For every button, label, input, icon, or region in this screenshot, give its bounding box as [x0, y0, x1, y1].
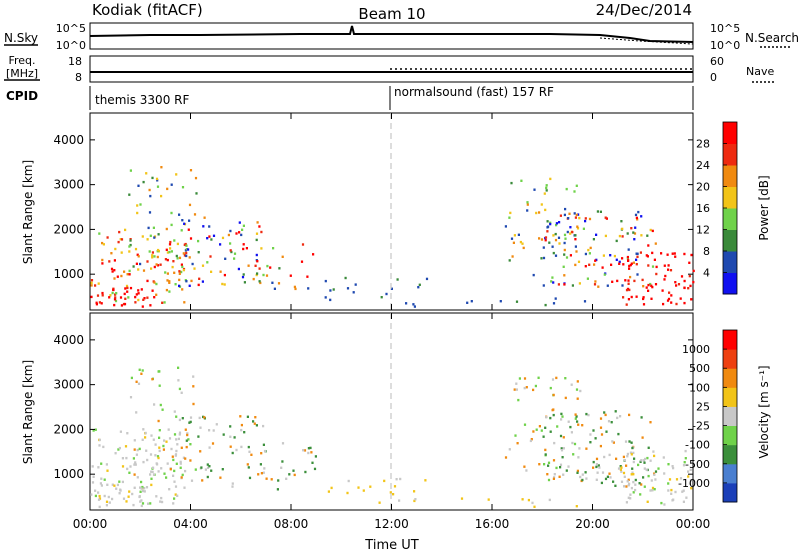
colorbar-tick-label: 24: [696, 159, 710, 172]
power-y-ticks: 1000 2000 3000 4000: [53, 133, 693, 281]
y-tick-label: 1000: [53, 467, 84, 481]
y-tick-label: 3000: [53, 378, 84, 392]
colorbar-tick-label: -500: [685, 458, 710, 471]
x-tick-label: 00:00: [676, 517, 711, 531]
y-tick-label: 4000: [53, 333, 84, 347]
colorbar-tick-label: -100: [685, 439, 710, 452]
colorbar-tick-label: 100: [689, 381, 710, 394]
freq-panel: Freq. [MHz] 18 8 60 0 Nave: [4, 54, 776, 84]
nsearch-tick-top: 10^5: [710, 22, 740, 35]
velocity-colorbar: 1000 500 100 25 -25 -100 -500 -1000 Velocity [m…: [678, 329, 771, 503]
freq-label: Freq.: [8, 54, 35, 67]
x-tick-label: 12:00: [374, 517, 409, 531]
power-panel: 1000 2000 3000 4000 Slant Range [km]: [21, 112, 695, 311]
power-colorbar: 4 8 12 16 20 24 28 Power [dB]: [696, 121, 771, 295]
nsearch-tick-bottom: 10^0: [710, 39, 740, 52]
velocity-colorbar-label: Velocity [m s⁻¹]: [757, 365, 771, 458]
nsky-tick-bottom: 10^0: [56, 39, 86, 52]
cpid-segment-normalsound: normalsound (fast) 157 RF: [394, 85, 554, 99]
y-tick-label: 2000: [53, 222, 84, 236]
freq-tick-top: 18: [68, 55, 82, 68]
cpid-segment-themis: themis 3300 RF: [95, 93, 189, 107]
nsky-tick-top: 10^5: [56, 22, 86, 35]
y-tick-label: 3000: [53, 178, 84, 192]
velocity-ylabel: Slant Range [km]: [21, 360, 35, 464]
velocity-data-layer: [90, 366, 693, 509]
velocity-panel: 1000 2000 3000 4000 Slant Range [km]: [21, 312, 694, 511]
colorbar-tick-label: 1000: [682, 343, 710, 356]
colorbar-tick-label: 20: [696, 181, 710, 194]
x-tick-label: 04:00: [173, 517, 208, 531]
colorbar-tick-label: 12: [696, 224, 710, 237]
x-axis: 00:00 04:00 08:00 12:00 16:00 20:00 00:00: [73, 113, 711, 531]
colorbar-tick-label: -25: [692, 420, 710, 433]
station-title: Kodiak (fitACF): [92, 1, 203, 19]
x-tick-label: 00:00: [73, 517, 108, 531]
y-tick-label: 2000: [53, 422, 84, 436]
beam-title: Beam 10: [358, 5, 425, 23]
nave-label: Nave: [746, 65, 774, 78]
freq-unit: [MHz]: [6, 67, 38, 80]
colorbar-tick-label: 25: [696, 400, 710, 413]
y-tick-label: 1000: [53, 267, 84, 281]
colorbar-tick-label: 4: [703, 267, 710, 280]
x-axis-label: Time UT: [364, 538, 418, 553]
x-tick-label: 08:00: [274, 517, 309, 531]
freq-tick-bottom: 8: [75, 71, 82, 84]
nsearch-label: N.Search: [745, 31, 799, 45]
velocity-y-ticks: 1000 2000 3000 4000: [53, 333, 693, 481]
colorbar-tick-label: 500: [689, 362, 710, 375]
cpid-panel: CPID themis 3300 RF normalsound (fast) 1…: [6, 85, 694, 110]
date-title: 24/Dec/2014: [596, 1, 692, 19]
nave-tick-bottom: 0: [710, 71, 717, 84]
nsky-panel: N.Sky 10^5 10^0 10^5 10^0 N.Search: [4, 22, 799, 52]
nsky-label: N.Sky: [4, 31, 38, 45]
x-tick-label: 20:00: [575, 517, 610, 531]
colorbar-tick-label: 8: [703, 245, 710, 258]
colorbar-tick-label: -1000: [678, 477, 710, 490]
colorbar-tick-label: 28: [696, 138, 710, 151]
nave-tick-top: 60: [710, 55, 724, 68]
y-tick-label: 4000: [53, 133, 84, 147]
power-ylabel: Slant Range [km]: [21, 160, 35, 264]
power-data-layer: [90, 166, 695, 308]
power-colorbar-label: Power [dB]: [757, 175, 771, 240]
cpid-label: CPID: [6, 89, 38, 103]
colorbar-tick-label: 16: [696, 202, 710, 215]
x-tick-label: 16:00: [475, 517, 510, 531]
